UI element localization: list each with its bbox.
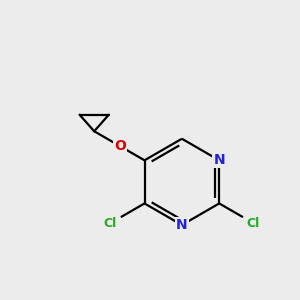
Text: Cl: Cl — [104, 217, 117, 230]
Text: Cl: Cl — [247, 217, 260, 230]
Text: N: N — [213, 153, 225, 167]
Text: O: O — [114, 139, 126, 153]
Text: N: N — [176, 218, 188, 232]
